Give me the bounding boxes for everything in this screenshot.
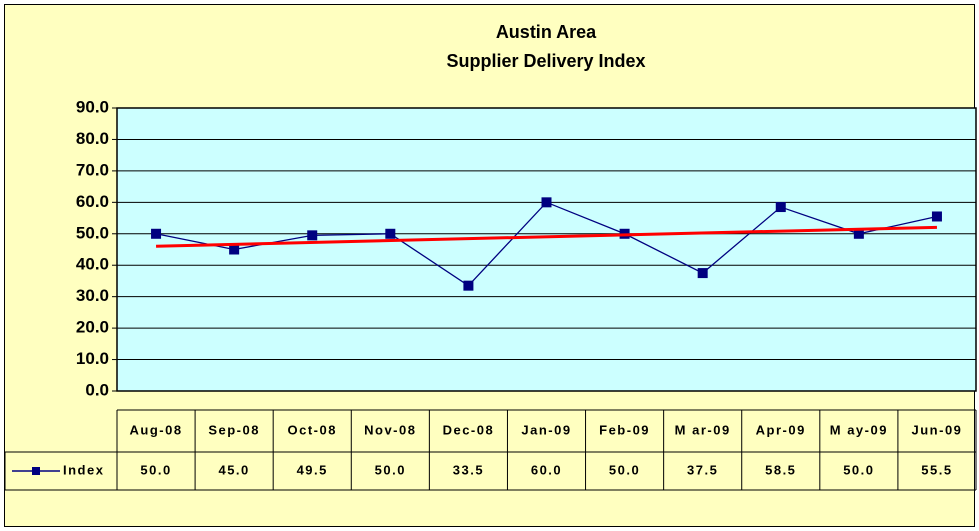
x-tick-label: Jan-09 xyxy=(521,422,571,437)
x-tick-label: Sep-08 xyxy=(208,422,260,437)
x-tick-label: M ay-09 xyxy=(830,422,888,437)
y-tick-label: 70.0 xyxy=(76,160,109,179)
chart-subtitle: Supplier Delivery Index xyxy=(446,51,645,71)
plot-area xyxy=(117,108,976,391)
y-tick-label: 30.0 xyxy=(76,286,109,305)
marker xyxy=(853,228,864,239)
chart-title: Austin Area xyxy=(496,22,597,42)
x-tick-label: Feb-09 xyxy=(599,422,650,437)
marker xyxy=(229,244,240,255)
x-tick-label: Dec-08 xyxy=(443,422,495,437)
y-tick-label: 40.0 xyxy=(76,255,109,274)
marker xyxy=(385,228,396,239)
data-label: 33.5 xyxy=(453,462,484,477)
marker xyxy=(931,211,942,222)
data-label: 55.5 xyxy=(921,462,952,477)
y-tick-label: 60.0 xyxy=(76,192,109,211)
marker xyxy=(307,230,318,241)
marker xyxy=(463,280,474,291)
data-label: 49.5 xyxy=(297,462,328,477)
plot-border xyxy=(116,107,977,392)
x-tick-label: Nov-08 xyxy=(364,422,416,437)
data-label: 58.5 xyxy=(765,462,796,477)
y-tick-label: 10.0 xyxy=(76,349,109,368)
marker xyxy=(541,197,552,208)
data-label: 50.0 xyxy=(609,462,640,477)
data-label: 60.0 xyxy=(531,462,562,477)
x-tick-label: Aug-08 xyxy=(130,422,183,437)
y-tick-label: 90.0 xyxy=(76,97,109,116)
marker xyxy=(151,228,162,239)
y-tick-label: 50.0 xyxy=(76,223,109,242)
data-label: 50.0 xyxy=(843,462,874,477)
data-label: 37.5 xyxy=(687,462,718,477)
y-tick-label: 0.0 xyxy=(85,380,109,399)
data-label: 50.0 xyxy=(140,462,171,477)
trendline xyxy=(156,225,937,248)
marker xyxy=(775,202,786,213)
x-tick-label: Jun-09 xyxy=(912,422,963,437)
data-label: 45.0 xyxy=(218,462,249,477)
x-tick-label: Apr-09 xyxy=(756,422,806,437)
legend-label: Index xyxy=(63,462,104,477)
legend-marker xyxy=(32,467,40,475)
y-tick-label: 80.0 xyxy=(76,129,109,148)
marker xyxy=(697,268,708,279)
x-tick-label: Oct-08 xyxy=(287,422,336,437)
y-tick-label: 20.0 xyxy=(76,318,109,337)
data-label: 50.0 xyxy=(375,462,406,477)
x-tick-label: M ar-09 xyxy=(675,422,731,437)
